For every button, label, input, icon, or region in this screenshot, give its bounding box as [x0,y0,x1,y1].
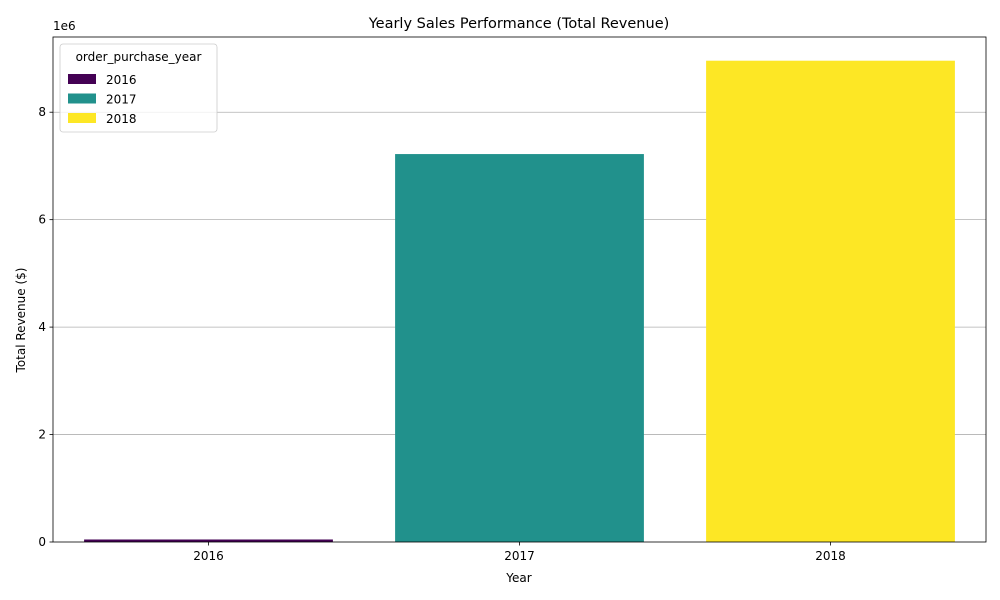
bar-2017 [395,154,644,542]
legend-swatch-2017 [68,94,96,104]
legend-entry-label: 2018 [106,112,137,126]
y-axis-label: Total Revenue ($) [14,268,28,374]
legend: order_purchase_year 2016 2017 2018 [60,44,217,132]
y-offset-label: 1e6 [53,19,76,33]
y-tick-label: 6 [38,213,46,227]
legend-title: order_purchase_year [76,50,202,64]
x-tick-label: 2017 [504,549,535,563]
x-tick-label: 2018 [815,549,846,563]
bars [84,61,955,542]
x-tick-label: 2016 [193,549,224,563]
legend-swatch-2018 [68,113,96,123]
x-axis-label: Year [505,571,531,585]
chart-title: Yearly Sales Performance (Total Revenue) [368,16,670,32]
y-tick-label: 8 [38,105,46,119]
y-tick-label: 0 [38,535,46,549]
legend-entry-label: 2017 [106,93,137,107]
bar-2018 [706,61,955,542]
legend-swatch-2016 [68,74,96,84]
y-tick-label: 2 [38,428,46,442]
y-tick-label: 4 [38,320,46,334]
legend-entry-label: 2016 [106,73,137,87]
